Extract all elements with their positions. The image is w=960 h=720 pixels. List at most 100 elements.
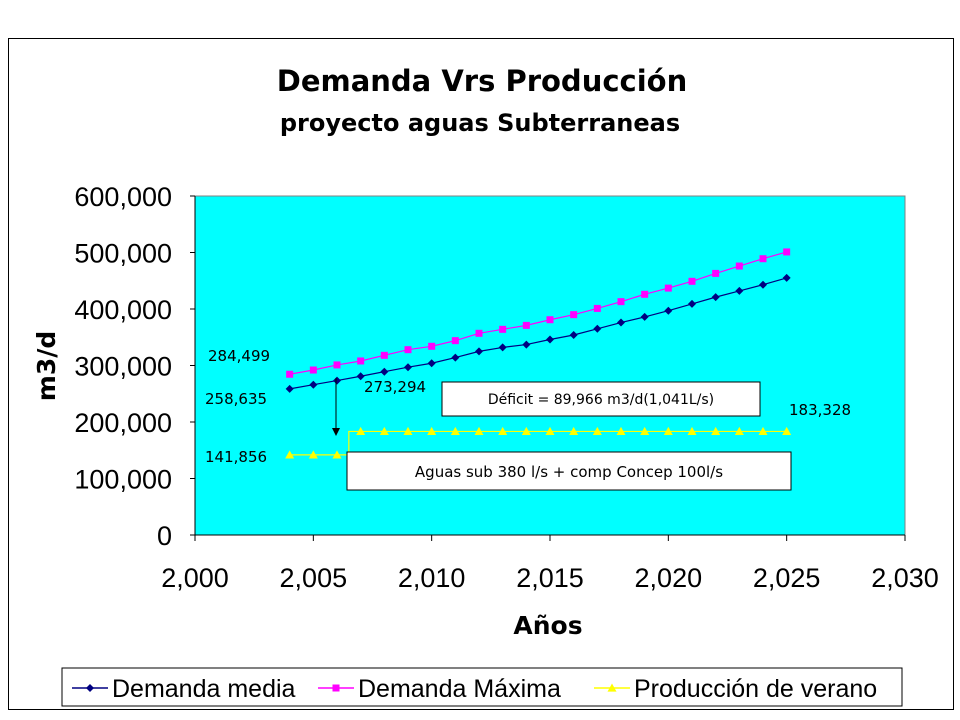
data-point [427, 359, 436, 368]
data-point [687, 426, 697, 436]
data-point [380, 367, 389, 376]
data-point [309, 366, 317, 374]
legend-marker [607, 683, 617, 692]
x-tick-label: 2,030 [871, 563, 939, 593]
data-point [498, 343, 507, 352]
legend-marker [332, 684, 340, 692]
data-point [759, 280, 767, 289]
data-point [640, 426, 650, 436]
data-point [617, 318, 625, 327]
data-point [782, 426, 792, 436]
data-label-media-2004: 258,635 [205, 390, 267, 408]
data-point [711, 426, 721, 436]
production-callout: Aguas sub 380 l/s + comp Concep 100l/s [346, 451, 792, 491]
legend-label: Demanda Máxima [358, 675, 561, 703]
x-tick-label: 2,000 [161, 563, 229, 593]
series-layer [285, 248, 792, 459]
data-point [641, 290, 649, 298]
data-point [379, 426, 389, 436]
chart-subtitle: proyecto aguas Subterraneas [280, 109, 680, 137]
data-point [404, 346, 412, 354]
deficit-callout-text: Déficit = 89,966 m3/d(1,041L/s) [488, 392, 714, 408]
y-tick-label: 0 [157, 521, 172, 551]
data-point [522, 340, 531, 349]
y-axis-ticks: 0 100,000 200,000 300,000 400,000 500,000 600,… [74, 182, 195, 551]
data-point [404, 363, 412, 372]
data-point [664, 306, 673, 315]
data-point [333, 361, 341, 369]
data-point [593, 304, 601, 312]
data-point [499, 325, 507, 333]
legend-box [61, 667, 903, 707]
data-point [333, 376, 341, 385]
x-tick-label: 2,015 [516, 563, 584, 593]
y-tick-label: 400,000 [74, 295, 172, 325]
y-tick-label: 200,000 [74, 408, 172, 438]
data-point [711, 293, 720, 302]
data-label-max-2004: 284,499 [208, 347, 270, 365]
y-axis-title: m3/d [32, 331, 61, 401]
data-point [569, 426, 579, 436]
legend-label: Producción de verano [634, 675, 877, 703]
data-point [286, 370, 294, 378]
data-point [759, 255, 767, 263]
series-line [289, 277, 787, 390]
deficit-callout: Déficit = 89,966 m3/d(1,041L/s) [441, 381, 761, 417]
x-tick-label: 2,010 [398, 563, 466, 593]
y-tick-label: 100,000 [74, 465, 172, 495]
series-2 [285, 426, 792, 459]
data-point [616, 426, 626, 436]
data-point [663, 426, 673, 436]
data-labels: 284,499 258,635 273,294 141,856 183,328 [205, 347, 851, 466]
x-tick-label: 2,025 [753, 563, 821, 593]
data-label-media-2006: 273,294 [364, 378, 426, 396]
data-point [735, 262, 743, 270]
data-point [593, 324, 602, 333]
data-point [570, 311, 578, 319]
data-point [356, 372, 365, 381]
data-point [357, 357, 365, 365]
data-point [474, 426, 484, 436]
data-point [546, 335, 554, 344]
data-point [285, 450, 295, 459]
series-line [289, 430, 787, 456]
x-tick-label: 2,020 [635, 563, 703, 593]
y-tick-label: 600,000 [74, 182, 172, 212]
data-point [546, 316, 554, 324]
legend-label: Demanda media [112, 675, 296, 703]
series-0 [285, 273, 791, 393]
data-point [545, 426, 555, 436]
production-callout-text: Aguas sub 380 l/s + comp Concep 100l/s [415, 463, 723, 481]
deficit-arrow-head [332, 428, 340, 436]
data-label-prod-2025: 183,328 [789, 401, 851, 419]
data-point [664, 284, 672, 292]
chart-title: Demanda Vrs Producción [277, 64, 687, 98]
data-point [592, 426, 602, 436]
y-tick-label: 300,000 [74, 352, 172, 382]
data-point [380, 351, 388, 359]
data-point [332, 450, 342, 459]
data-point [451, 353, 460, 362]
x-tick-label: 2,005 [280, 563, 348, 593]
data-point [309, 380, 318, 389]
legend: Demanda media Demanda Máxima Producción de… [61, 667, 903, 707]
data-point [522, 321, 530, 329]
y-tick-label: 500,000 [74, 239, 172, 269]
data-point [640, 312, 649, 321]
data-point [428, 342, 436, 350]
data-point [450, 426, 460, 436]
data-point [475, 329, 483, 337]
x-axis-title: Años [513, 611, 582, 640]
data-point [356, 426, 366, 436]
data-label-prod-2004: 141,856 [205, 448, 267, 466]
data-point [617, 298, 625, 306]
data-point [712, 269, 720, 277]
data-point [403, 426, 413, 436]
series-line [289, 251, 787, 375]
data-point [569, 330, 578, 339]
legend-marker [86, 684, 94, 692]
data-point [688, 277, 696, 285]
data-point [758, 426, 768, 436]
data-point [498, 426, 508, 436]
